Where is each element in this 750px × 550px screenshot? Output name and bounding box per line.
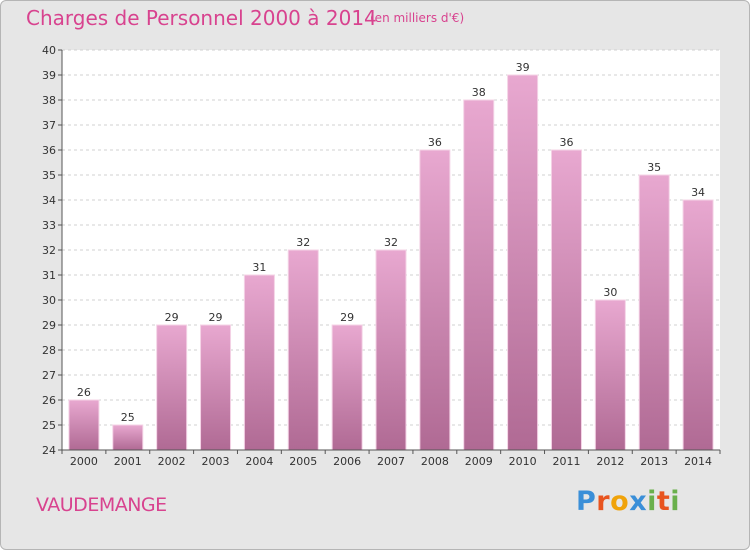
y-tick-label: 27	[42, 369, 56, 382]
bar	[200, 324, 232, 451]
x-tick-label: 2014	[684, 455, 712, 468]
data-label: 25	[121, 411, 135, 424]
x-tick-label: 2003	[202, 455, 230, 468]
x-tick-label: 2009	[465, 455, 493, 468]
data-label: 29	[165, 311, 179, 324]
y-tick-label: 35	[42, 169, 56, 182]
data-label: 36	[428, 136, 442, 149]
chart-title: Charges de Personnel 2000 à 2014	[26, 6, 377, 30]
logo-letter: x	[629, 486, 648, 517]
x-tick-label: 2004	[245, 455, 273, 468]
x-tick-label: 2007	[377, 455, 405, 468]
bar	[331, 324, 363, 451]
data-label: 36	[559, 136, 573, 149]
bar	[463, 99, 495, 451]
y-tick-label: 36	[42, 144, 56, 157]
data-label: 30	[603, 286, 617, 299]
y-tick-label: 31	[42, 269, 56, 282]
logo-letter: P	[576, 486, 597, 517]
y-tick-label: 38	[42, 94, 56, 107]
y-tick-label: 32	[42, 244, 56, 257]
bar	[375, 249, 407, 451]
y-tick-label: 33	[42, 219, 56, 232]
x-tick-label: 2006	[333, 455, 361, 468]
data-label: 39	[516, 61, 530, 74]
y-tick-label: 24	[42, 444, 56, 457]
bar	[243, 274, 275, 451]
x-tick-label: 2012	[596, 455, 624, 468]
x-tick-label: 2001	[114, 455, 142, 468]
data-label: 38	[472, 86, 486, 99]
data-label: 32	[384, 236, 398, 249]
y-tick-label: 28	[42, 344, 56, 357]
logo-letter: i	[670, 486, 681, 517]
bar	[419, 149, 451, 451]
bar	[287, 249, 319, 451]
bar	[682, 199, 714, 451]
data-label: 32	[296, 236, 310, 249]
bar	[550, 149, 582, 451]
bar	[638, 174, 670, 451]
bar	[594, 299, 626, 451]
x-tick-label: 2008	[421, 455, 449, 468]
bar	[112, 424, 144, 451]
y-tick-label: 30	[42, 294, 56, 307]
y-tick-label: 25	[42, 419, 56, 432]
x-tick-label: 2011	[552, 455, 580, 468]
data-label: 35	[647, 161, 661, 174]
data-label: 31	[252, 261, 266, 274]
proxiti-logo: Proxiti	[576, 486, 680, 517]
x-tick-label: 2013	[640, 455, 668, 468]
commune-name: VAUDEMANGE	[36, 494, 167, 516]
y-tick-label: 40	[42, 44, 56, 57]
x-axis: 2000 2001 2002 2003 2004 2005 2006 2007 2008 2009…	[61, 449, 721, 468]
y-tick-label: 26	[42, 394, 56, 407]
chart-subtitle: (en milliers d'€)	[370, 11, 465, 25]
y-axis: 24 25 26 27 28 29 30 31 32 33 34 35 36 37 38 39 40	[42, 44, 63, 457]
bar	[156, 324, 188, 451]
y-tick-label: 29	[42, 319, 56, 332]
bar	[507, 74, 539, 451]
data-label: 29	[340, 311, 354, 324]
y-tick-label: 39	[42, 69, 56, 82]
bar	[68, 399, 100, 451]
logo-letter: t	[656, 486, 671, 517]
bars: 26 25 29 29 31 32 29 32 36 38 39 36 30 35 34	[68, 61, 714, 451]
x-tick-label: 2002	[158, 455, 186, 468]
x-tick-label: 2000	[70, 455, 98, 468]
y-tick-label: 34	[42, 194, 56, 207]
data-label: 26	[77, 386, 91, 399]
data-label: 29	[209, 311, 223, 324]
x-tick-label: 2005	[289, 455, 317, 468]
logo-letter: r	[596, 486, 611, 517]
x-tick-label: 2010	[509, 455, 537, 468]
y-tick-label: 37	[42, 119, 56, 132]
data-label: 34	[691, 186, 705, 199]
logo-letter: i	[647, 486, 657, 517]
logo-letter: o	[610, 486, 630, 517]
